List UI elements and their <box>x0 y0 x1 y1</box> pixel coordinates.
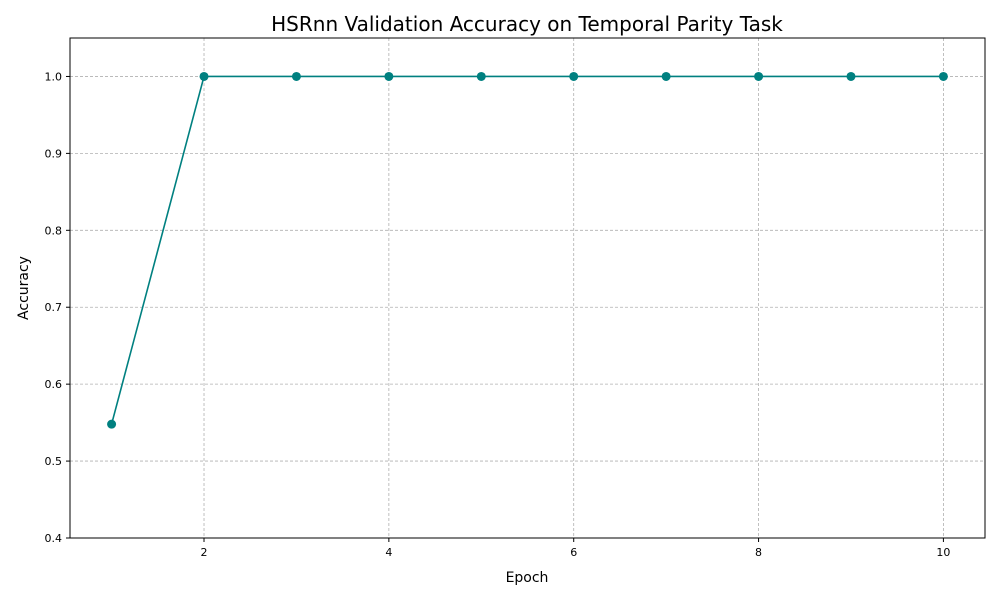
x-axis-label: Epoch <box>506 570 549 586</box>
data-point <box>384 71 394 81</box>
y-tick-label: 1.0 <box>45 70 63 83</box>
series-line <box>110 75 944 425</box>
plot-frame <box>69 37 986 539</box>
x-tick-label: 2 <box>201 546 208 559</box>
x-tick-label: 10 <box>936 546 950 559</box>
y-tick-label: 0.9 <box>45 147 63 160</box>
chart-title: HSRnn Validation Accuracy on Temporal Pa… <box>271 12 783 36</box>
data-point <box>107 419 117 429</box>
y-tick-label: 0.6 <box>45 378 63 391</box>
data-point <box>291 71 301 81</box>
x-tick-label: 8 <box>755 546 762 559</box>
x-tick-label: 4 <box>385 546 392 559</box>
data-point <box>846 71 856 81</box>
x-tick-label: 6 <box>570 546 577 559</box>
y-tick-label: 0.7 <box>45 301 63 314</box>
y-tick-label: 0.5 <box>45 455 63 468</box>
y-tick-label: 0.4 <box>45 532 63 545</box>
data-series <box>107 71 948 429</box>
axis-ticks: 2 4 6 8 10 0.4 0.5 0.6 0.7 0.8 0.9 1.0 <box>45 70 951 559</box>
data-point <box>754 71 764 81</box>
data-point <box>199 71 209 81</box>
data-point <box>661 71 671 81</box>
data-point <box>476 71 486 81</box>
y-tick-label: 0.8 <box>45 224 63 237</box>
y-axis-label: Accuracy <box>16 256 32 320</box>
data-point <box>938 71 948 81</box>
grid-lines <box>70 38 985 539</box>
data-point <box>569 71 579 81</box>
